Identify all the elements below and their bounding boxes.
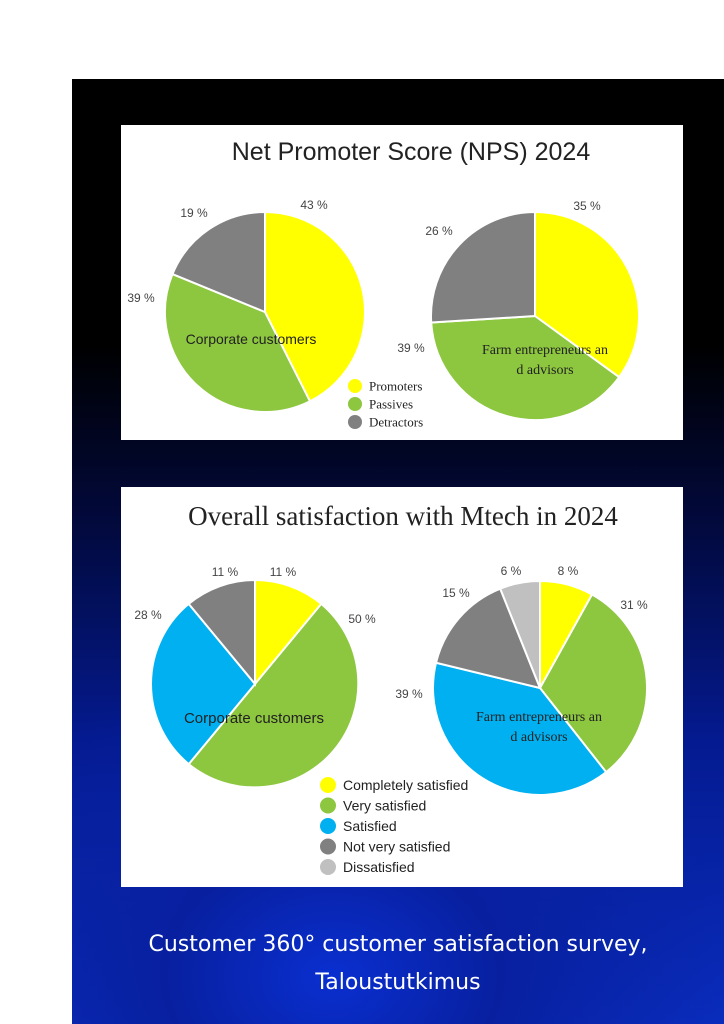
footer-line-1: Customer 360° customer satisfaction surv… [148,932,648,957]
data-label-detractors: 19 % [180,206,208,220]
pie-slice-promoters [264,210,366,403]
chart-title: Overall satisfaction with Mtech in 2024 [188,501,618,531]
data-label-detractors: 26 % [425,224,453,238]
chart-title: Net Promoter Score (NPS) 2024 [232,138,591,166]
legend-swatch-promoters [348,379,362,393]
pie-slice-very-satisfied [538,593,648,774]
pie-slice-satisfied [432,661,608,796]
satisfaction-chart: Overall satisfaction with Mtech in 2024 … [134,501,648,875]
legend-swatch-satisfied [320,818,336,834]
pie-slice-passives [430,314,621,421]
legend-label-completely-satisfied: Completely satisfied [343,777,468,793]
footer-caption: Customer 360° customer satisfaction surv… [72,926,724,1002]
footer-line-2: Taloustutkimus [315,970,481,995]
data-label-dissatisfied: 6 % [501,564,522,578]
pie-slice-completely-satisfied [254,578,323,687]
nps-chart: Net Promoter Score (NPS) 2024 43 % 39 % 19… [127,138,640,430]
legend-label-passives: Passives [369,397,413,412]
legend-swatch-completely-satisfied [320,777,336,793]
data-label-passives: 39 % [127,291,155,305]
data-label-completely-satisfied: 8 % [558,564,579,578]
legend-label-not-very-satisfied: Not very satisfied [343,839,450,855]
nps-chart-panel: Net Promoter Score (NPS) 2024 43 % 39 % 19… [121,125,683,440]
pie-slice-promoters [534,210,640,379]
legend-swatch-dissatisfied [320,859,336,875]
pie-slice-not-very-satisfied [434,587,542,690]
pie-slice-dissatisfied [498,579,541,689]
pie-slice-passives [164,272,312,413]
legend-label-promoters: Promoters [369,379,422,394]
series-name-label: Farm entrepreneurs an [476,710,602,725]
data-label-satisfied: 28 % [134,608,162,622]
pie-slice-satisfied [150,602,257,766]
legend-label-dissatisfied: Dissatisfied [343,859,415,875]
series-name-label: Corporate customers [186,331,317,347]
pie-slice-detractors [171,210,266,314]
legend-label-very-satisfied: Very satisfied [343,798,426,814]
data-label-promoters: 35 % [573,199,601,213]
pie-slice-detractors [430,210,536,324]
series-name-label: Farm entrepreneurs an [482,343,608,358]
data-label-not-very-satisfied: 15 % [442,586,470,600]
legend-label-satisfied: Satisfied [343,818,397,834]
legend-swatch-very-satisfied [320,797,336,814]
data-label-promoters: 43 % [300,198,328,212]
series-name-label: d advisors [510,730,567,745]
legend-swatch-detractors [348,415,362,429]
series-name-label: Corporate customers [184,710,324,727]
legend-swatch-passives [348,397,362,411]
pie-slice-very-satisfied [187,602,360,789]
data-label-completely-satisfied: 11 % [270,565,297,579]
legend-label-detractors: Detractors [369,415,423,430]
data-label-satisfied: 39 % [395,687,423,701]
data-label-very-satisfied: 31 % [620,598,648,612]
satisfaction-chart-panel: Overall satisfaction with Mtech in 2024 … [121,487,683,887]
legend-swatch-not-very-satisfied [320,838,336,855]
data-label-very-satisfied: 50 % [348,612,376,626]
data-label-not-very-satisfied: 11 % [212,565,239,579]
data-label-passives: 39 % [397,341,425,355]
pie-slice-not-very-satisfied [187,578,256,687]
series-name-label: d advisors [516,363,573,378]
